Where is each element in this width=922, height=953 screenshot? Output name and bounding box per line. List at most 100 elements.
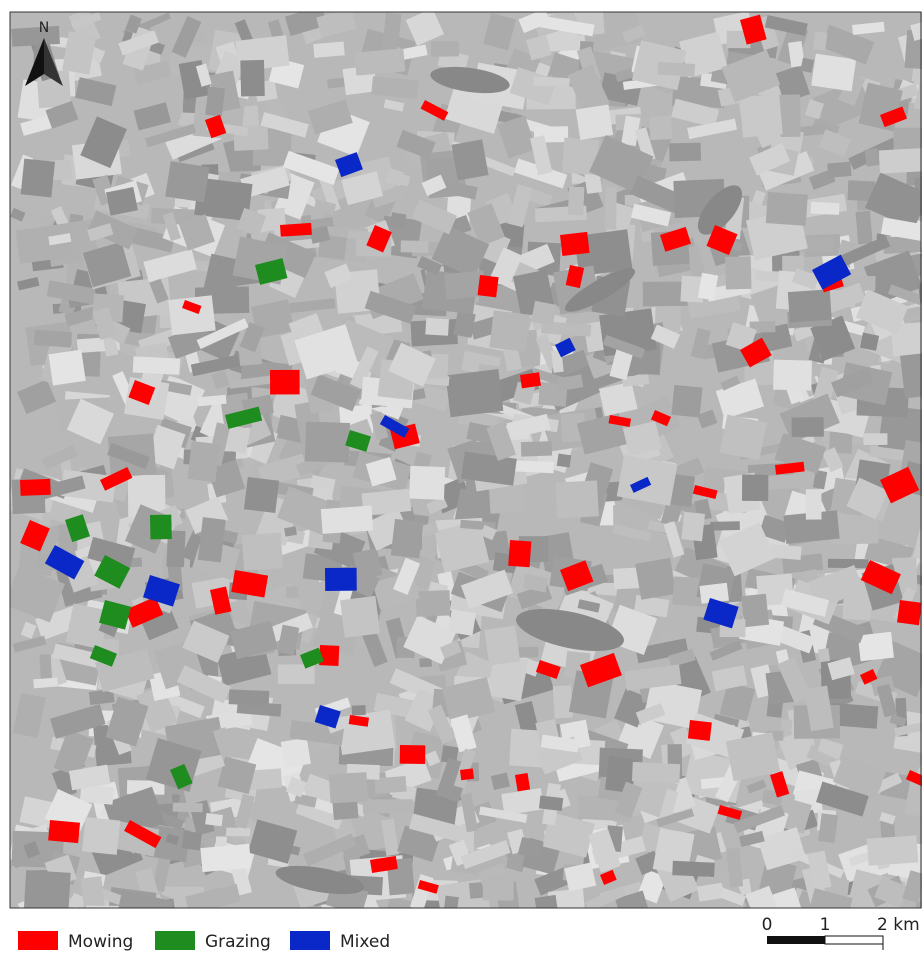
- field: [20, 115, 53, 136]
- field: [351, 705, 366, 716]
- parcel: [417, 879, 439, 894]
- field: [774, 432, 827, 474]
- field: [672, 860, 715, 878]
- field: [207, 459, 246, 498]
- field: [416, 255, 442, 276]
- parcel: [225, 406, 263, 429]
- field: [669, 142, 702, 162]
- field: [605, 187, 617, 230]
- parcel: [324, 567, 357, 591]
- parcel: [739, 14, 767, 45]
- field: [381, 818, 399, 856]
- field: [371, 76, 419, 99]
- field: [777, 656, 812, 704]
- field: [324, 263, 353, 289]
- field: [725, 732, 781, 782]
- field: [196, 318, 249, 349]
- field: [421, 174, 447, 197]
- field: [53, 729, 94, 778]
- field: [513, 381, 536, 405]
- parcel: [880, 466, 920, 504]
- parcel: [477, 275, 499, 298]
- field: [229, 620, 279, 660]
- scale-label: 2 km: [877, 915, 920, 935]
- field: [602, 334, 646, 359]
- field: [538, 15, 595, 37]
- field: [408, 813, 465, 843]
- field: [718, 522, 776, 577]
- field: [560, 412, 586, 443]
- field: [307, 99, 353, 135]
- field: [681, 511, 706, 542]
- field: [512, 646, 539, 658]
- field: [564, 862, 597, 892]
- field: [17, 276, 40, 291]
- field: [709, 640, 743, 661]
- field: [388, 342, 436, 387]
- field: [284, 12, 328, 36]
- parcel: [269, 369, 300, 395]
- field: [781, 588, 830, 617]
- parcel: [860, 560, 901, 595]
- field: [309, 225, 331, 244]
- field: [635, 638, 689, 664]
- field: [66, 398, 115, 445]
- field: [415, 590, 451, 617]
- field: [540, 734, 580, 753]
- field: [720, 375, 741, 391]
- parcel: [560, 560, 594, 592]
- field: [427, 704, 456, 745]
- field: [878, 404, 922, 453]
- water-body: [565, 268, 635, 312]
- field: [738, 830, 765, 847]
- parcel: [812, 254, 852, 290]
- field: [902, 870, 922, 903]
- field: [893, 127, 922, 154]
- field: [82, 241, 132, 288]
- field: [289, 298, 336, 314]
- field: [118, 30, 159, 56]
- field: [226, 827, 251, 837]
- field: [541, 321, 592, 337]
- parcel: [769, 771, 790, 798]
- field: [320, 505, 374, 534]
- field: [241, 532, 284, 571]
- field: [68, 764, 111, 791]
- field: [106, 819, 160, 857]
- field: [524, 187, 553, 208]
- field: [19, 796, 55, 829]
- field: [105, 696, 149, 747]
- field: [687, 118, 738, 140]
- water-body: [275, 865, 365, 895]
- field: [883, 235, 922, 254]
- field: [390, 518, 424, 559]
- field: [863, 433, 888, 445]
- field: [282, 150, 340, 185]
- field: [804, 685, 834, 732]
- field: [649, 115, 673, 141]
- field: [832, 754, 887, 799]
- field: [453, 311, 476, 338]
- field: [12, 635, 47, 653]
- parcel: [20, 520, 50, 552]
- field: [598, 381, 638, 417]
- field: [568, 670, 614, 719]
- field: [185, 496, 229, 535]
- field: [132, 356, 181, 375]
- field: [792, 322, 819, 342]
- field: [65, 603, 110, 650]
- field: [461, 451, 517, 486]
- field: [127, 474, 166, 518]
- field: [126, 780, 165, 795]
- field: [165, 692, 205, 719]
- field: [764, 14, 808, 37]
- field: [182, 620, 230, 663]
- field: [362, 799, 413, 814]
- field: [168, 295, 216, 336]
- field: [816, 781, 869, 817]
- field: [725, 256, 752, 290]
- field: [614, 68, 634, 83]
- parcel: [300, 647, 325, 669]
- field: [910, 18, 922, 41]
- field: [633, 594, 670, 618]
